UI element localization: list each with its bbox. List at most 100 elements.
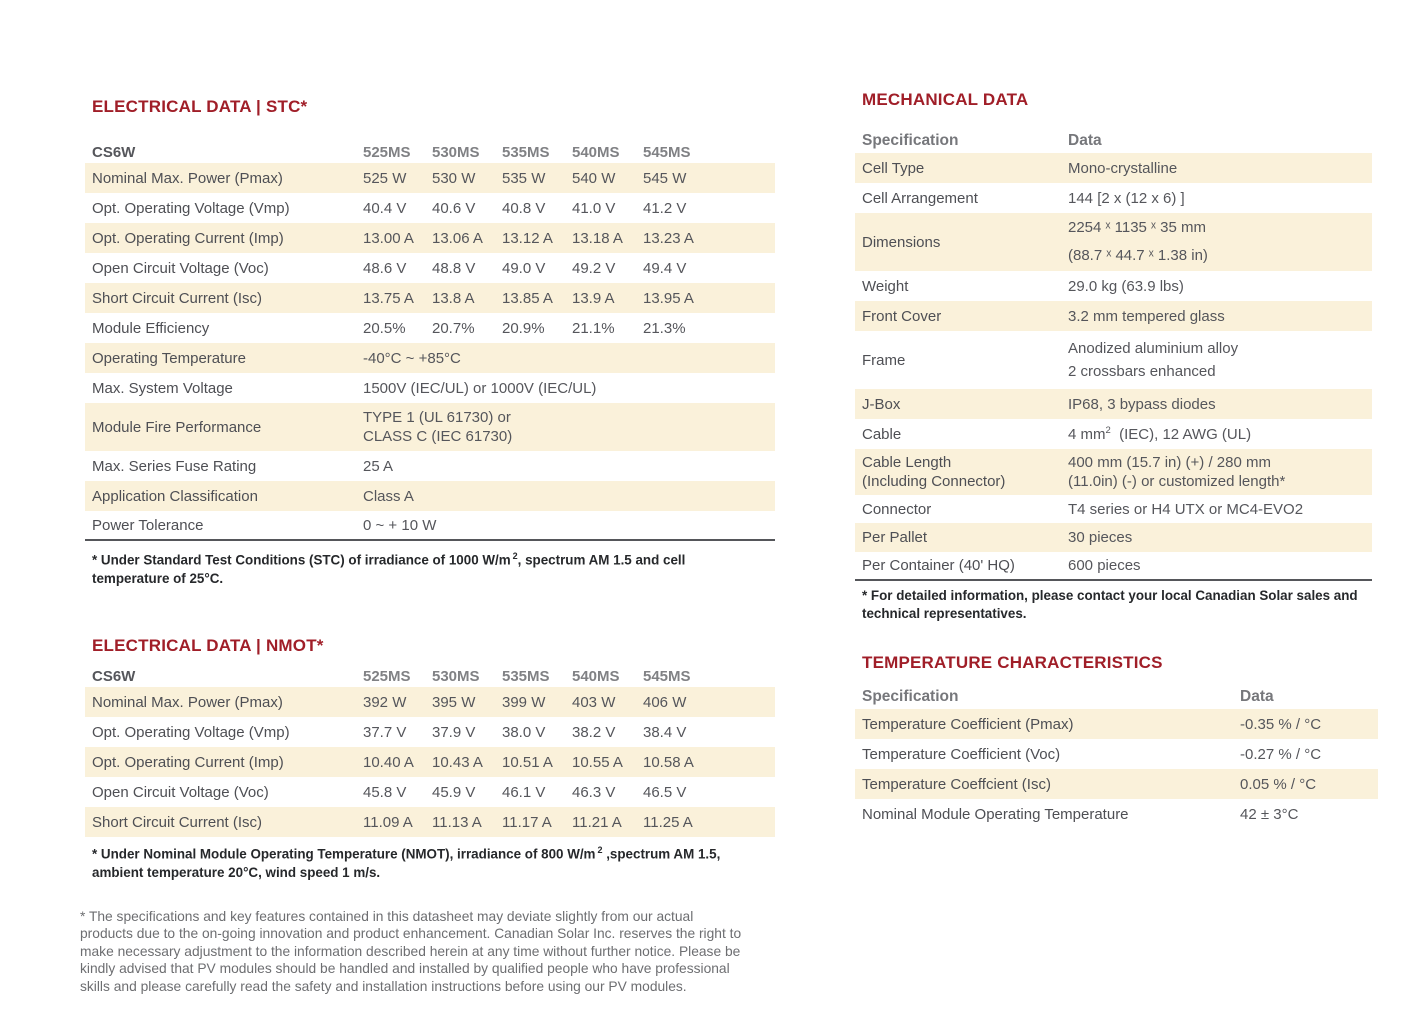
table-row: Application Classification Class A bbox=[85, 481, 775, 511]
model-header: 540MS bbox=[572, 667, 620, 685]
table-row: Cable Length (Including Connector) 400 m… bbox=[855, 449, 1372, 495]
spec-value-line: Anodized aluminium alloy bbox=[1068, 340, 1239, 357]
spec-label: Connector bbox=[862, 500, 932, 518]
spec-value: 525 W bbox=[363, 169, 407, 187]
column-header-data: Data bbox=[1240, 688, 1274, 705]
column-header-specification: Specification bbox=[862, 132, 959, 149]
spec-value: 13.23 A bbox=[643, 229, 694, 247]
spec-value: Mono-crystalline bbox=[1068, 159, 1178, 177]
section-title-electrical-stc: ELECTRICAL DATA | STC* bbox=[92, 97, 308, 116]
spec-value: 13.18 A bbox=[572, 229, 623, 247]
series-label: CS6W bbox=[92, 667, 136, 685]
electrical-nmot-table: CS6W 525MS 530MS 535MS 540MS 545MS Nomin… bbox=[85, 665, 775, 837]
table-row: Power Tolerance 0 ~ + 10 W bbox=[85, 511, 775, 541]
model-header: 530MS bbox=[432, 667, 480, 685]
spec-label: Module Fire Performance bbox=[92, 418, 262, 436]
spec-label: Nominal Max. Power (Pmax) bbox=[92, 693, 283, 711]
spec-value: 40.6 V bbox=[432, 199, 476, 217]
model-header: 530MS bbox=[432, 143, 480, 161]
table-row: Per Pallet 30 pieces bbox=[855, 523, 1372, 552]
spec-value: 13.75 A bbox=[363, 289, 414, 307]
spec-value: Class A bbox=[363, 487, 414, 505]
spec-label-line: Cable Length bbox=[862, 453, 952, 471]
column-header-specification: Specification bbox=[862, 688, 959, 705]
spec-value-text: 4 mm bbox=[1068, 426, 1106, 443]
model-header: 525MS bbox=[363, 143, 411, 161]
spec-value: -0.35 % / °C bbox=[1240, 715, 1322, 733]
spec-value: 20.9% bbox=[502, 319, 545, 337]
spec-value: 11.09 A bbox=[363, 813, 413, 831]
spec-value: 21.3% bbox=[643, 319, 686, 337]
spec-value: 10.51 A bbox=[502, 753, 553, 771]
model-header: 545MS bbox=[643, 667, 691, 685]
model-header: 535MS bbox=[502, 667, 550, 685]
model-header: 545MS bbox=[643, 143, 691, 161]
spec-value: 38.2 V bbox=[572, 723, 616, 741]
electrical-stc-table: CS6W 525MS 530MS 535MS 540MS 545MS Nomin… bbox=[85, 141, 775, 541]
spec-value: 40.4 V bbox=[363, 199, 407, 217]
spec-value: 13.06 A bbox=[432, 229, 483, 247]
spec-label: Open Circuit Voltage (Voc) bbox=[92, 259, 269, 277]
temperature-characteristics-section: TEMPERATURE CHARACTERISTICS Specificatio… bbox=[855, 653, 1378, 829]
spec-value-line: 400 mm (15.7 in) (+) / 280 mm bbox=[1068, 453, 1271, 471]
spec-value: 13.9 A bbox=[572, 289, 615, 307]
spec-value: 392 W bbox=[363, 693, 407, 711]
table-row: Opt. Operating Voltage (Vmp) 40.4 V 40.6… bbox=[85, 193, 775, 223]
spec-value: 20.5% bbox=[363, 319, 406, 337]
section-title-electrical-nmot: ELECTRICAL DATA | NMOT* bbox=[92, 636, 324, 655]
spec-value: 25 A bbox=[363, 457, 394, 475]
table-row: Module Fire Performance TYPE 1 (UL 61730… bbox=[85, 403, 775, 451]
spec-value: 403 W bbox=[572, 693, 616, 711]
model-header: 535MS bbox=[502, 143, 550, 161]
table-row: Temperature Coefficient (Pmax) -0.35 % /… bbox=[855, 709, 1378, 739]
table-row: Module Efficiency 20.5% 20.7% 20.9% 21.1… bbox=[85, 313, 775, 343]
electrical-nmot-section: ELECTRICAL DATA | NMOT* CS6W 525MS 530MS… bbox=[85, 636, 775, 882]
table-header-row: CS6W 525MS 530MS 535MS 540MS 545MS bbox=[85, 665, 775, 687]
spec-label: Nominal Max. Power (Pmax) bbox=[92, 169, 283, 187]
spec-label: Application Classification bbox=[92, 487, 258, 505]
spec-value: 11.25 A bbox=[643, 813, 693, 831]
table-row: Opt. Operating Current (Imp) 10.40 A 10.… bbox=[85, 747, 775, 777]
spec-value: 49.4 V bbox=[643, 259, 687, 277]
spec-value: 2254 ˣ 1135 ˣ 35 mm (88.7 ˣ 44.7 ˣ 1.38 … bbox=[1068, 214, 1372, 270]
spec-value-line: CLASS C (IEC 61730) bbox=[363, 428, 513, 445]
table-row: Open Circuit Voltage (Voc) 45.8 V 45.9 V… bbox=[85, 777, 775, 807]
spec-value: 30 pieces bbox=[1068, 529, 1133, 546]
table-row: Per Container (40' HQ) 600 pieces bbox=[855, 552, 1372, 581]
table-header-row: CS6W 525MS 530MS 535MS 540MS 545MS bbox=[85, 141, 775, 163]
spec-value-line: (88.7 ˣ 44.7 ˣ 1.38 in) bbox=[1068, 247, 1208, 264]
spec-value: 399 W bbox=[502, 693, 546, 711]
spec-value: 41.2 V bbox=[643, 199, 687, 217]
spec-label: Power Tolerance bbox=[92, 516, 204, 534]
spec-label: Short Circuit Current (Isc) bbox=[92, 813, 263, 831]
spec-value: 42 ± 3°C bbox=[1240, 805, 1299, 823]
spec-value: 13.85 A bbox=[502, 289, 553, 307]
spec-value: 535 W bbox=[502, 169, 546, 187]
spec-value-line: 2 crossbars enhanced bbox=[1068, 363, 1216, 380]
table-row: Nominal Max. Power (Pmax) 525 W 530 W 53… bbox=[85, 163, 775, 193]
spec-value: 48.6 V bbox=[363, 259, 407, 277]
spec-value: 38.4 V bbox=[643, 723, 687, 741]
spec-value: 45.8 V bbox=[363, 783, 407, 801]
spec-value-text: (IEC), 12 AWG (UL) bbox=[1110, 426, 1252, 443]
spec-value: TYPE 1 (UL 61730) or CLASS C (IEC 61730) bbox=[363, 403, 775, 451]
table-row: Short Circuit Current (Isc) 11.09 A 11.1… bbox=[85, 807, 775, 837]
spec-value: 600 pieces bbox=[1068, 557, 1141, 574]
spec-value: 13.8 A bbox=[432, 289, 475, 307]
spec-label: Opt. Operating Voltage (Vmp) bbox=[92, 199, 290, 217]
footnote-text: , spectrum AM 1.5 and cell temperature o… bbox=[92, 552, 686, 586]
spec-value: 144 [2 x (12 x 6) ] bbox=[1068, 189, 1185, 207]
spec-label: Per Pallet bbox=[862, 529, 928, 546]
spec-label-line: (Including Connector) bbox=[862, 473, 1006, 490]
table-row: Weight 29.0 kg (63.9 lbs) bbox=[855, 271, 1372, 301]
spec-value: 29.0 kg (63.9 lbs) bbox=[1068, 277, 1184, 295]
column-header-data: Data bbox=[1068, 132, 1102, 149]
spec-label: Cable Length (Including Connector) bbox=[862, 453, 1068, 492]
spec-value: 4 mm2 (IEC), 12 AWG (UL) bbox=[1068, 425, 1372, 443]
table-row: Frame Anodized aluminium alloy 2 crossba… bbox=[855, 331, 1372, 389]
table-row: J-Box IP68, 3 bypass diodes bbox=[855, 389, 1372, 419]
spec-value: 37.9 V bbox=[432, 723, 476, 741]
nmot-footnote: * Under Nominal Module Operating Tempera… bbox=[85, 844, 760, 882]
spec-label: Cell Type bbox=[862, 159, 925, 177]
